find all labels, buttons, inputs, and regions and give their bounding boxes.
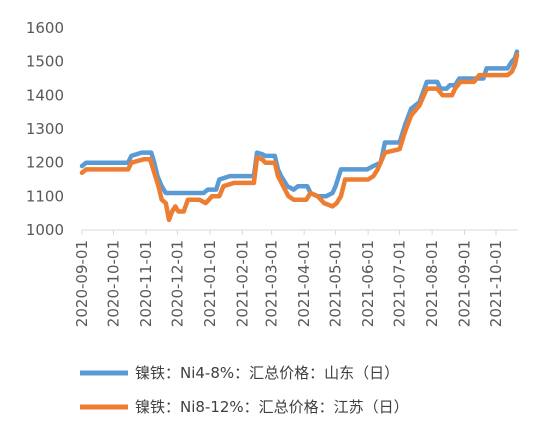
series-line-2 — [79, 52, 520, 223]
x-tick-label: 2020-12-01 — [168, 240, 186, 327]
y-tick-label: 1000 — [26, 221, 64, 239]
x-axis-ticks: 2020-09-01 2020-10-01 2020-11-01 2020-12-01… — [73, 230, 505, 327]
y-tick-label: 1300 — [26, 120, 64, 138]
y-tick-label: 1200 — [26, 154, 64, 172]
x-tick-label: 2021-01-01 — [201, 240, 219, 327]
legend-label-2: 镍铁：Ni8-12%：汇总价格：江苏（日） — [135, 398, 409, 416]
legend: 镍铁：Ni4-8%：汇总价格：山东（日） 镍铁：Ni8-12%：汇总价格：江苏（日… — [80, 364, 409, 416]
y-tick-label: 1500 — [26, 53, 64, 71]
x-tick-label: 2021-04-01 — [295, 240, 313, 327]
y-tick-label: 1100 — [26, 187, 64, 205]
x-tick-label: 2021-09-01 — [456, 240, 474, 327]
x-tick-label: 2021-03-01 — [263, 240, 281, 327]
legend-label-1: 镍铁：Ni4-8%：汇总价格：山东（日） — [135, 364, 399, 382]
x-tick-label: 2020-09-01 — [73, 240, 91, 327]
x-tick-label: 2021-07-01 — [391, 240, 409, 327]
x-tick-label: 2020-10-01 — [104, 240, 122, 327]
x-tick-label: 2021-05-01 — [327, 240, 345, 327]
y-tick-label: 1600 — [26, 19, 64, 37]
y-tick-label: 1400 — [26, 86, 64, 104]
x-tick-label: 2021-08-01 — [423, 240, 441, 327]
x-tick-label: 2020-11-01 — [137, 240, 155, 327]
x-tick-label: 2021-06-01 — [359, 240, 377, 327]
plot-lines — [79, 49, 520, 223]
x-tick-label: 2021-10-01 — [487, 240, 505, 327]
series-line-1 — [79, 49, 520, 199]
x-tick-label: 2021-02-01 — [233, 240, 251, 327]
y-axis-ticks: 1000 1100 1200 1300 1400 1500 1600 — [26, 19, 64, 239]
